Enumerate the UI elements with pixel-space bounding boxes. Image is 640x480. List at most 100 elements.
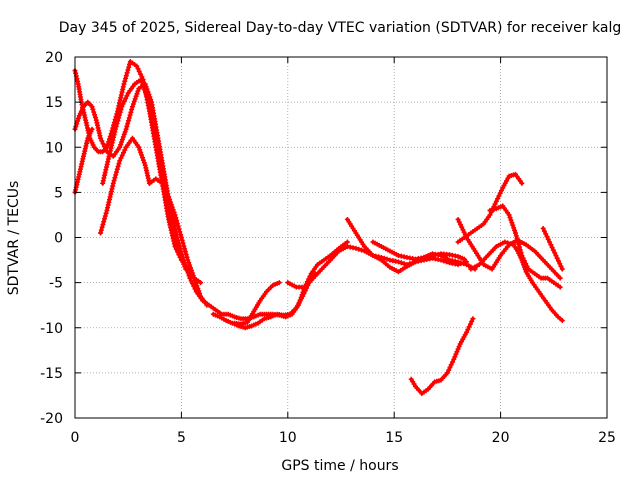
data-point	[139, 79, 145, 85]
data-point	[167, 199, 173, 205]
data-point	[507, 215, 513, 221]
data-point	[518, 250, 524, 256]
data-point	[543, 231, 549, 237]
data-point	[555, 258, 561, 264]
data-point	[515, 238, 521, 244]
data-point	[461, 256, 467, 262]
data-point	[134, 91, 140, 97]
y-tick-label: -20	[40, 411, 63, 427]
data-point	[168, 202, 174, 208]
data-point	[177, 229, 183, 235]
data-point	[505, 240, 511, 246]
data-point	[124, 93, 130, 99]
data-point	[125, 67, 131, 73]
data-point	[444, 370, 450, 376]
data-point	[100, 141, 106, 147]
data-point	[456, 344, 462, 350]
data-point	[519, 253, 525, 259]
data-point	[441, 258, 447, 264]
data-point	[119, 152, 125, 158]
data-point	[550, 247, 556, 253]
data-point	[116, 161, 122, 167]
data-point	[115, 118, 121, 124]
data-point	[460, 227, 466, 233]
data-point	[183, 251, 189, 257]
data-point	[125, 121, 131, 127]
data-point	[186, 260, 192, 266]
data-point	[104, 144, 110, 150]
data-point	[161, 183, 167, 189]
data-point	[181, 261, 187, 267]
data-point	[301, 290, 307, 296]
data-point	[549, 244, 555, 250]
data-point	[111, 178, 117, 184]
data-point	[557, 275, 563, 281]
data-point	[300, 293, 306, 299]
y-tick-label: 0	[54, 231, 63, 247]
data-point	[99, 224, 105, 230]
data-point	[131, 98, 137, 104]
x-axis-label: GPS time / hours	[281, 458, 398, 474]
data-point	[544, 234, 550, 240]
data-point	[185, 257, 191, 263]
data-point	[179, 256, 185, 262]
data-point	[122, 147, 128, 153]
data-point	[511, 225, 517, 231]
data-point	[384, 256, 390, 262]
data-point	[398, 260, 404, 266]
data-point	[123, 73, 129, 79]
data-point	[492, 201, 498, 207]
data-point	[187, 275, 193, 281]
data-point	[112, 175, 118, 181]
data-point	[98, 135, 104, 141]
data-point	[121, 131, 127, 137]
data-point	[110, 180, 116, 186]
data-point	[381, 255, 387, 261]
data-point	[179, 237, 185, 243]
data-point	[123, 96, 129, 102]
data-point	[172, 212, 178, 218]
data-point	[276, 280, 282, 286]
data-point	[189, 270, 195, 276]
series-track-f	[146, 176, 210, 308]
data-point	[516, 241, 522, 247]
data-point	[559, 318, 565, 324]
data-point	[198, 280, 204, 286]
data-point	[177, 251, 183, 257]
data-point	[512, 227, 518, 233]
data-point	[103, 210, 109, 216]
data-point	[169, 204, 175, 210]
data-point	[458, 260, 464, 266]
data-point	[195, 285, 201, 291]
data-point	[487, 212, 493, 218]
data-point	[121, 81, 127, 87]
data-point	[438, 257, 444, 263]
data-point	[126, 64, 132, 70]
data-point	[164, 191, 170, 197]
data-point	[502, 239, 508, 245]
data-point	[455, 259, 461, 265]
data-point	[141, 84, 147, 90]
data-point	[122, 129, 128, 135]
y-tick-label: 10	[45, 140, 63, 156]
chart-title: Day 345 of 2025, Sidereal Day-to-day VTE…	[59, 20, 621, 36]
data-point	[455, 216, 461, 222]
data-point	[552, 250, 558, 256]
data-point	[92, 114, 98, 120]
data-point	[190, 273, 196, 279]
data-point	[91, 109, 97, 115]
data-point	[98, 230, 104, 236]
series-track-q	[408, 316, 476, 397]
series-track-p	[540, 225, 565, 272]
data-point	[453, 351, 459, 357]
data-point	[182, 249, 188, 255]
data-point	[124, 70, 130, 76]
data-point	[204, 302, 210, 308]
data-point	[118, 106, 124, 112]
data-point	[163, 188, 169, 194]
data-point	[192, 278, 198, 284]
data-point	[130, 101, 136, 107]
data-point	[359, 247, 365, 253]
series-track-h	[232, 280, 282, 327]
data-point	[73, 123, 79, 129]
